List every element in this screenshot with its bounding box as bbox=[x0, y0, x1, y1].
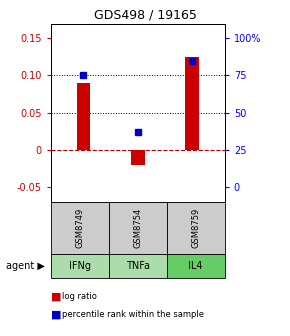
Text: GSM8749: GSM8749 bbox=[75, 208, 84, 248]
Text: ■: ■ bbox=[51, 291, 61, 301]
Text: log ratio: log ratio bbox=[62, 292, 97, 301]
Bar bbox=[185, 57, 199, 150]
Text: IL4: IL4 bbox=[188, 261, 203, 271]
Text: ■: ■ bbox=[51, 310, 61, 320]
Bar bbox=[131, 150, 144, 165]
Text: GSM8759: GSM8759 bbox=[191, 208, 200, 248]
Text: agent ▶: agent ▶ bbox=[6, 261, 45, 271]
Text: GDS498 / 19165: GDS498 / 19165 bbox=[94, 8, 196, 22]
Text: GSM8754: GSM8754 bbox=[133, 208, 142, 248]
Bar bbox=[77, 83, 90, 150]
Text: IFNg: IFNg bbox=[69, 261, 91, 271]
Text: percentile rank within the sample: percentile rank within the sample bbox=[62, 310, 204, 319]
Text: TNFa: TNFa bbox=[126, 261, 150, 271]
